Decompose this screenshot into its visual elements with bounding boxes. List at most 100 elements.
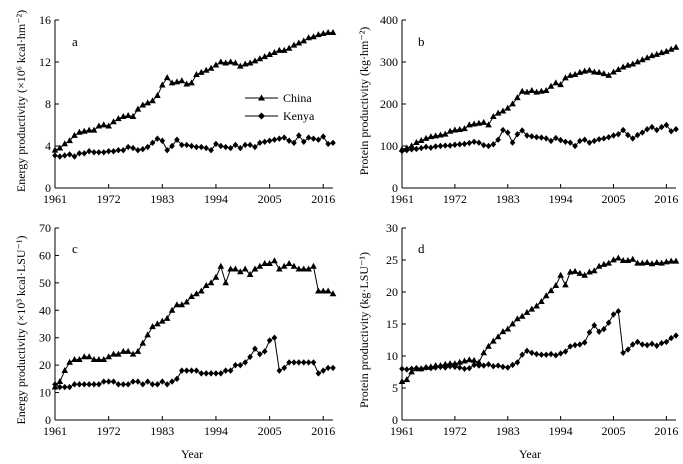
panel-a-kenya-point	[179, 141, 185, 149]
panel-d-china-point	[610, 256, 617, 263]
panel-c-china-point	[90, 356, 98, 363]
panel-a-kenya-point	[237, 144, 244, 152]
panel-c-china-point	[168, 306, 176, 313]
panel-c-china-point	[212, 273, 220, 280]
panel-c-china-point	[129, 350, 137, 357]
panel-c-kenya-point	[305, 359, 312, 366]
panel-b-china-point	[547, 82, 555, 89]
panel-b-y-tick-label: 0	[392, 181, 398, 195]
panel-d-kenya-line	[401, 310, 677, 370]
panel-b-china-point	[451, 126, 459, 133]
x-axis-title-right: Year	[519, 447, 541, 461]
panel-c-china-point	[119, 347, 127, 354]
panel-d-kenya-point	[476, 362, 482, 369]
panel-c-china-point	[280, 262, 288, 269]
panel-b-x-tick-label: 1972	[443, 192, 467, 206]
panel-b-y-tick-label: 200	[380, 97, 398, 111]
panel-b-kenya-point	[408, 146, 415, 153]
panel-b-china-point	[562, 74, 569, 81]
panel-a-china-point	[212, 61, 220, 68]
panel-d-kenya-point	[625, 346, 631, 353]
panel-a-china-point	[319, 30, 327, 37]
panel-a-kenya-point	[198, 143, 205, 151]
panel-a-china-point	[71, 131, 78, 138]
panel-b-china-point	[639, 56, 646, 63]
panel-d-kenya-point	[601, 325, 607, 333]
panel-c-china-point	[251, 265, 259, 272]
panel-d-kenya-point	[413, 364, 420, 372]
panel-a-kenya-point	[203, 144, 209, 152]
panel-d-kenya-point	[649, 340, 655, 348]
panel-a-china-point	[139, 101, 147, 108]
panel-b-kenya-point	[437, 142, 444, 150]
panel-b-kenya-point	[673, 126, 679, 133]
panel-b-x-tick-label: 2016	[654, 192, 678, 206]
panel-d-kenya-point	[605, 319, 612, 326]
panel-b-china-point	[557, 81, 564, 88]
panel-d-china-point	[470, 356, 478, 363]
panel-b-china-point	[533, 88, 540, 95]
panel-b-kenya-point	[442, 142, 449, 149]
panel-c-china-point	[144, 331, 151, 338]
panel-c-y-tick-label: 50	[39, 276, 51, 290]
panel-a-china-point	[310, 33, 317, 40]
panel-a-kenya-point	[66, 151, 73, 158]
panel-d-kenya-point	[567, 343, 574, 350]
panel-d-kenya-point	[629, 341, 636, 348]
panel-a-ylabel: Energy productivity (×10⁶ kcal·hm⁻²)	[14, 10, 28, 192]
panel-b-letter: b	[418, 34, 425, 49]
panel-a-kenya-point	[291, 139, 297, 147]
panel-c-x-tick-label: 1961	[43, 424, 67, 438]
panel-c-kenya-point	[325, 364, 331, 372]
panel-a-kenya-point	[310, 135, 317, 142]
panel-d-china-point	[653, 258, 661, 265]
panel-b-china-point	[466, 121, 473, 128]
panel-c-kenya-point	[330, 364, 336, 372]
panel-c-kenya-point	[183, 367, 190, 374]
panel-d-china-point	[538, 298, 545, 304]
panel-b-y-tick-label: 400	[380, 13, 398, 27]
panel-b-kenya-point	[663, 121, 670, 129]
panel-a-kenya-point	[130, 144, 136, 152]
panel-c-china-point	[124, 347, 132, 354]
panel-d-kenya-point	[577, 341, 583, 348]
panel-a-china-point	[232, 59, 239, 66]
panel-d-kenya-point	[557, 350, 564, 357]
panel-b-y-tick-label: 300	[380, 55, 398, 69]
panel-b-china-point	[663, 47, 670, 54]
panel-b-china-point	[475, 119, 483, 126]
panel-c-china-point	[134, 347, 142, 354]
panel-b-kenya-point	[644, 126, 650, 133]
panel-c-china-point	[310, 262, 317, 269]
panel-b-kenya-point	[572, 142, 578, 150]
panel-d-china-point	[398, 378, 406, 384]
panel-b-kenya-point	[533, 133, 540, 141]
panel-a-kenya-point	[315, 136, 322, 143]
panel-d-letter: d	[418, 241, 425, 256]
panel-d-china-point	[605, 259, 612, 266]
panel-c-kenya-point	[96, 381, 102, 388]
panel-d-kenya-point	[485, 361, 492, 368]
panel-d-china-point	[499, 328, 507, 335]
panel-a-china-point	[202, 66, 210, 73]
panel-a-china-point	[276, 46, 283, 53]
panel-c-kenya-point	[120, 381, 127, 388]
panel-b-china-point	[427, 133, 435, 140]
panel-b-kenya-point	[639, 129, 646, 136]
panel-a-china-point	[290, 41, 298, 48]
panel-a-kenya-point	[159, 137, 166, 144]
panel-d-kenya-point	[500, 363, 506, 371]
panel-a-kenya-point	[247, 141, 253, 149]
panel-c-kenya-point	[169, 378, 175, 385]
panel-a-china-point	[149, 97, 156, 104]
panel-b-china-point	[566, 71, 574, 78]
panel-d-kenya-point	[528, 349, 535, 356]
panel-d-china-point	[595, 262, 603, 269]
legend-kenya-marker	[258, 112, 265, 120]
panel-a-kenya-point	[115, 147, 122, 154]
panel-c-china-point	[202, 282, 210, 288]
panel-d-kenya-point	[495, 362, 501, 369]
panel-d-kenya-point	[442, 364, 449, 371]
